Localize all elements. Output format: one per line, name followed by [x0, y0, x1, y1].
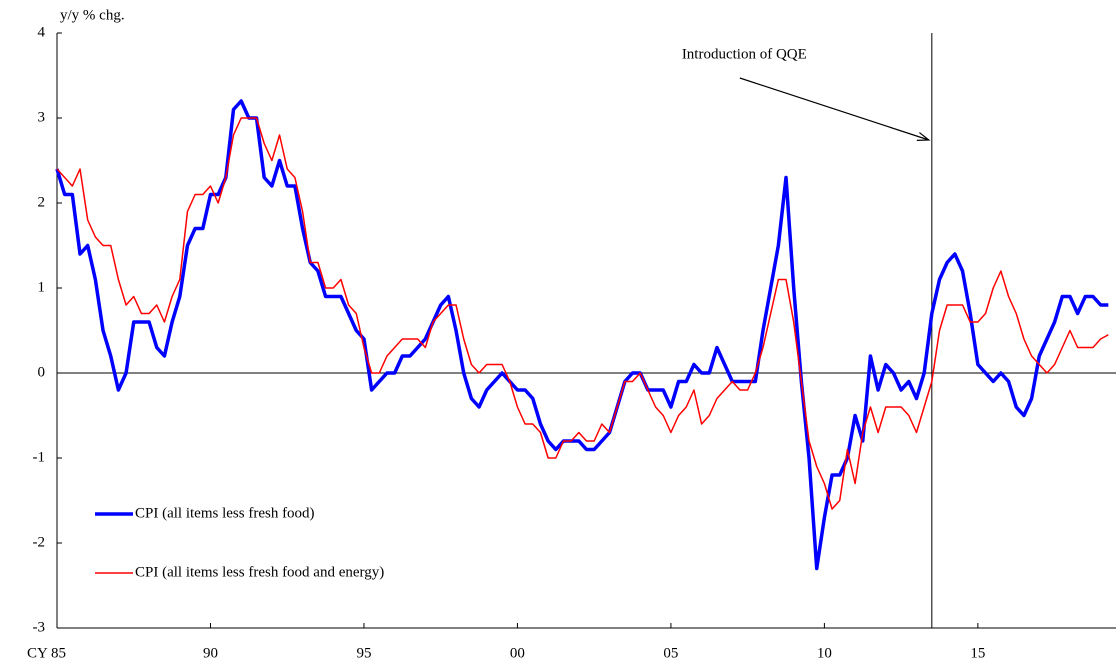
- y-tick-label: 1: [38, 279, 46, 295]
- legend-label: CPI (all items less fresh food and energ…: [135, 564, 384, 580]
- y-tick-label: -2: [33, 534, 46, 550]
- x-tick-label: 00: [510, 645, 525, 661]
- x-tick-label: 15: [970, 645, 985, 661]
- y-tick-label: 0: [38, 364, 46, 380]
- y-tick-label: 2: [38, 194, 46, 210]
- y-axis-label: y/y % chg.: [60, 7, 125, 23]
- annotation-arrow: [739, 77, 930, 141]
- x-tick-label: CY 85: [27, 645, 66, 661]
- legend-label: CPI (all items less fresh food): [135, 505, 315, 521]
- x-tick-label: 95: [356, 645, 371, 661]
- series-line: [56, 117, 1109, 510]
- x-tick-label: 90: [203, 645, 218, 661]
- x-tick-label: 05: [663, 645, 678, 661]
- y-tick-label: -3: [33, 619, 46, 635]
- x-tick-label: 10: [817, 645, 832, 661]
- y-tick-label: 4: [38, 24, 46, 40]
- annotation-text: Introduction of QQE: [682, 46, 807, 62]
- y-tick-label: 3: [38, 109, 46, 125]
- annotation-arrowhead: [916, 132, 931, 141]
- y-tick-label: -1: [33, 449, 46, 465]
- series-line: [55, 99, 1109, 571]
